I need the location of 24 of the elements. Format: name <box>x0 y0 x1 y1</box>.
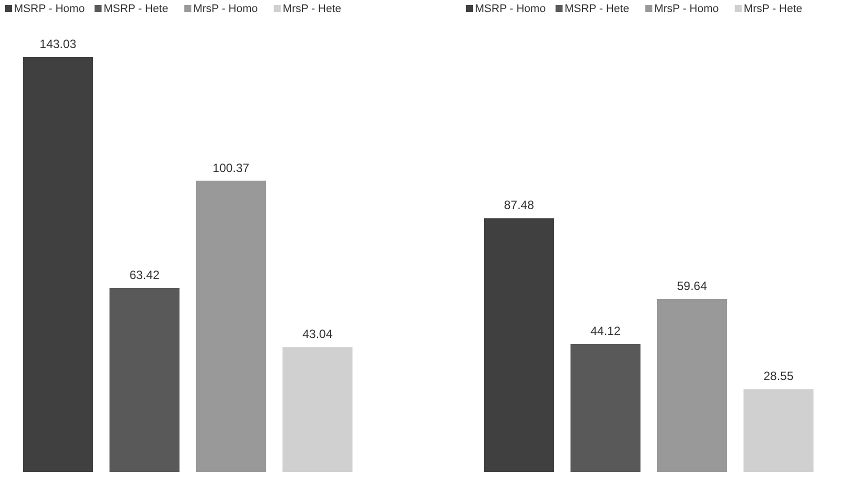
bar <box>282 347 352 472</box>
legend-label: MSRP - Homo <box>14 3 85 15</box>
data-label: 28.55 <box>763 369 794 384</box>
data-label: 63.42 <box>129 268 160 282</box>
legend-label: MrsP - Homo <box>654 3 719 15</box>
legend-label: MSRP - Hete <box>104 3 168 15</box>
legend-label: MrsP - Hete <box>744 3 802 15</box>
bar <box>110 288 180 472</box>
data-label: 87.48 <box>504 198 534 212</box>
bar <box>570 344 640 472</box>
bar <box>196 180 266 472</box>
data-label: 143.03 <box>40 37 77 51</box>
bar <box>657 298 727 472</box>
data-label: 100.37 <box>212 160 250 175</box>
bar <box>744 389 814 472</box>
legend-label: MrsP - Homo <box>193 3 258 15</box>
bar <box>23 57 93 472</box>
bar <box>484 218 554 472</box>
data-label: 43.04 <box>302 327 333 342</box>
legend-label: MSRP - Homo <box>475 3 546 15</box>
data-label: 59.64 <box>676 278 708 293</box>
legend-label: MrsP - Hete <box>282 3 342 15</box>
legend-label: MSRP - Hete <box>564 3 630 15</box>
data-label: 44.12 <box>590 324 621 338</box>
